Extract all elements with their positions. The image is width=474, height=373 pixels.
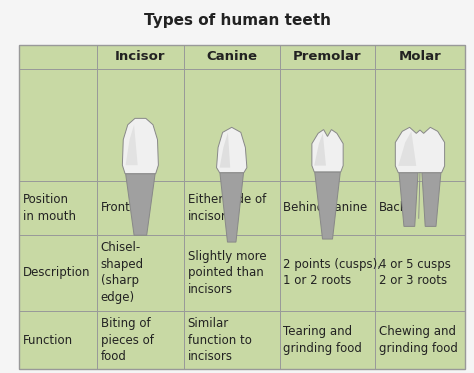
Bar (184, 45, 280, 69)
Polygon shape (126, 174, 155, 235)
Text: Either side of
incisors: Either side of incisors (188, 193, 266, 223)
Bar (19, 311, 97, 369)
Bar (19, 181, 97, 235)
Bar (19, 69, 97, 181)
Bar (375, 311, 465, 369)
Polygon shape (220, 173, 244, 242)
Bar (97, 69, 184, 181)
Bar (97, 181, 184, 235)
Text: 2 points (cusps),
1 or 2 roots: 2 points (cusps), 1 or 2 roots (283, 258, 382, 288)
Polygon shape (217, 127, 247, 173)
Text: 4 or 5 cusps
2 or 3 roots: 4 or 5 cusps 2 or 3 roots (379, 258, 451, 288)
Text: Description: Description (23, 266, 90, 279)
Polygon shape (122, 118, 158, 174)
Text: Front: Front (100, 201, 131, 214)
Text: Function: Function (23, 333, 73, 347)
Polygon shape (398, 131, 416, 166)
Polygon shape (219, 132, 230, 167)
Text: Similar
function to
incisors: Similar function to incisors (188, 317, 252, 363)
Text: Tearing and
grinding food: Tearing and grinding food (283, 325, 362, 355)
Bar (97, 45, 184, 69)
Bar (97, 235, 184, 311)
Text: Types of human teeth: Types of human teeth (144, 13, 330, 28)
Text: Position
in mouth: Position in mouth (23, 193, 76, 223)
Polygon shape (312, 129, 343, 172)
Bar (19, 45, 97, 69)
Polygon shape (395, 127, 445, 173)
Bar (280, 235, 375, 311)
Polygon shape (314, 133, 326, 166)
Bar (375, 69, 465, 181)
Bar (19, 45, 465, 369)
Bar (184, 69, 280, 181)
Text: Slightly more
pointed than
incisors: Slightly more pointed than incisors (188, 250, 266, 296)
Text: Behind canine: Behind canine (283, 201, 368, 214)
Bar (280, 45, 375, 69)
Text: Biting of
pieces of
food: Biting of pieces of food (100, 317, 154, 363)
Text: Molar: Molar (399, 50, 441, 63)
Text: Chisel-
shaped
(sharp
edge): Chisel- shaped (sharp edge) (100, 241, 144, 304)
Bar (184, 311, 280, 369)
Bar (280, 181, 375, 235)
Text: Canine: Canine (206, 50, 257, 63)
Text: Chewing and
grinding food: Chewing and grinding food (379, 325, 458, 355)
Bar (375, 181, 465, 235)
Text: Incisor: Incisor (115, 50, 165, 63)
Bar (184, 181, 280, 235)
Bar (280, 311, 375, 369)
Polygon shape (399, 173, 418, 226)
Polygon shape (422, 173, 441, 226)
Text: Back: Back (379, 201, 408, 214)
Text: Premolar: Premolar (293, 50, 362, 63)
Bar (280, 69, 375, 181)
Bar (375, 235, 465, 311)
Bar (19, 235, 97, 311)
Bar (375, 45, 465, 69)
Bar (184, 235, 280, 311)
Bar (97, 311, 184, 369)
Polygon shape (126, 125, 137, 165)
Polygon shape (315, 172, 340, 239)
